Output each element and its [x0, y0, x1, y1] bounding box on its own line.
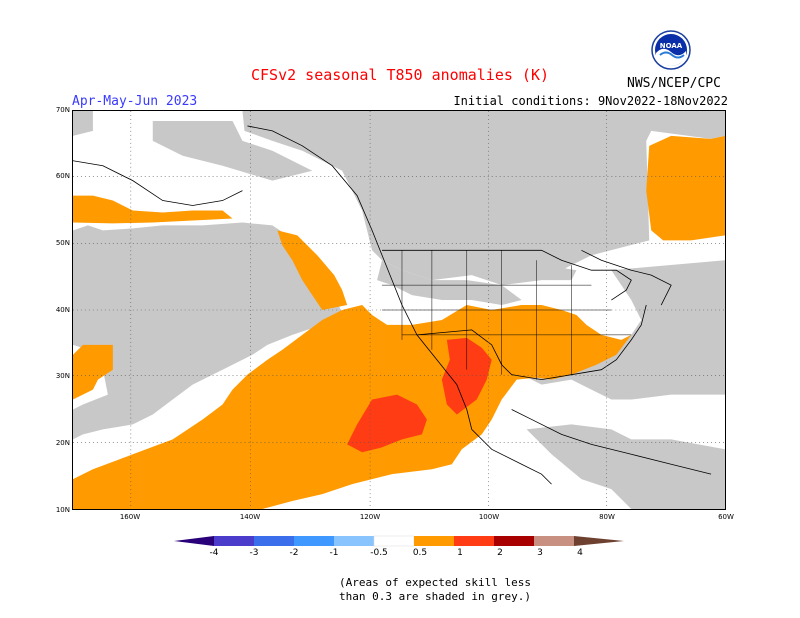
- colorbar-segment-1-2: [454, 536, 494, 546]
- lat-label-60n: 60N: [55, 172, 70, 180]
- lat-label-10n: 10N: [55, 506, 70, 514]
- colorbar-label-neg2: -2: [289, 548, 299, 558]
- lon-label-80w: 80W: [599, 513, 615, 521]
- colorbar-label-neg3: -3: [249, 548, 259, 558]
- lat-label-50n: 50N: [55, 239, 70, 247]
- colorbar-label-pos4: 4: [577, 548, 583, 558]
- colorbar-segment-lt-4: [174, 536, 214, 546]
- lat-label-40n: 40N: [55, 306, 70, 314]
- positive-anomaly-red: [347, 337, 492, 453]
- lon-label-160w: 160W: [119, 513, 141, 521]
- colorbar-label-pos2: 2: [497, 548, 503, 558]
- noaa-logo-text: NOAA: [660, 42, 683, 50]
- lat-label-70n: 70N: [55, 106, 70, 114]
- colorbar-segment-2-3: [494, 536, 534, 546]
- colorbar-segment-gt-4: [574, 536, 624, 546]
- positive-anomaly-orange: [73, 135, 725, 509]
- colorbar: [174, 535, 624, 547]
- initial-conditions-label: Initial conditions: 9Nov2022-18Nov2022: [453, 94, 728, 108]
- colorbar-segment-3-2: [254, 536, 294, 546]
- lat-label-20n: 20N: [55, 439, 70, 447]
- colorbar-label-neg05: -0.5: [370, 548, 388, 558]
- state-borders: [382, 250, 632, 380]
- colorbar-segment-4-3: [214, 536, 254, 546]
- map-title: CFSv2 seasonal T850 anomalies (K): [250, 66, 549, 84]
- colorbar-label-neg4: -4: [209, 548, 219, 558]
- colorbar-segment-3-4: [534, 536, 574, 546]
- skill-footnote-line2: than 0.3 are shaded in grey.): [338, 590, 532, 603]
- agency-label: NWS/NCEP/CPC: [627, 76, 721, 91]
- colorbar-segment-05-1: [414, 536, 454, 546]
- season-label: Apr-May-Jun 2023: [72, 94, 198, 109]
- colorbar-segment-2-1: [294, 536, 334, 546]
- lat-label-30n: 30N: [55, 372, 70, 380]
- colorbar-segment-neutral: [373, 535, 415, 547]
- lon-label-120w: 120W: [359, 513, 381, 521]
- colorbar-segment-1-05: [334, 536, 374, 546]
- colorbar-label-pos1: 1: [457, 548, 463, 558]
- lon-label-60w: 60W: [718, 513, 734, 521]
- skill-footnote: (Areas of expected skill less than 0.3 a…: [0, 576, 800, 604]
- lon-label-140w: 140W: [239, 513, 261, 521]
- colorbar-label-pos05: 0.5: [412, 548, 428, 558]
- map-boundaries: [73, 125, 712, 485]
- anomaly-map: [72, 110, 726, 510]
- skill-footnote-line1: (Areas of expected skill less: [338, 576, 532, 589]
- colorbar-label-pos3: 3: [537, 548, 543, 558]
- lon-label-100w: 100W: [478, 513, 500, 521]
- noaa-logo: NOAA: [651, 30, 691, 70]
- colorbar-label-neg1: -1: [329, 548, 339, 558]
